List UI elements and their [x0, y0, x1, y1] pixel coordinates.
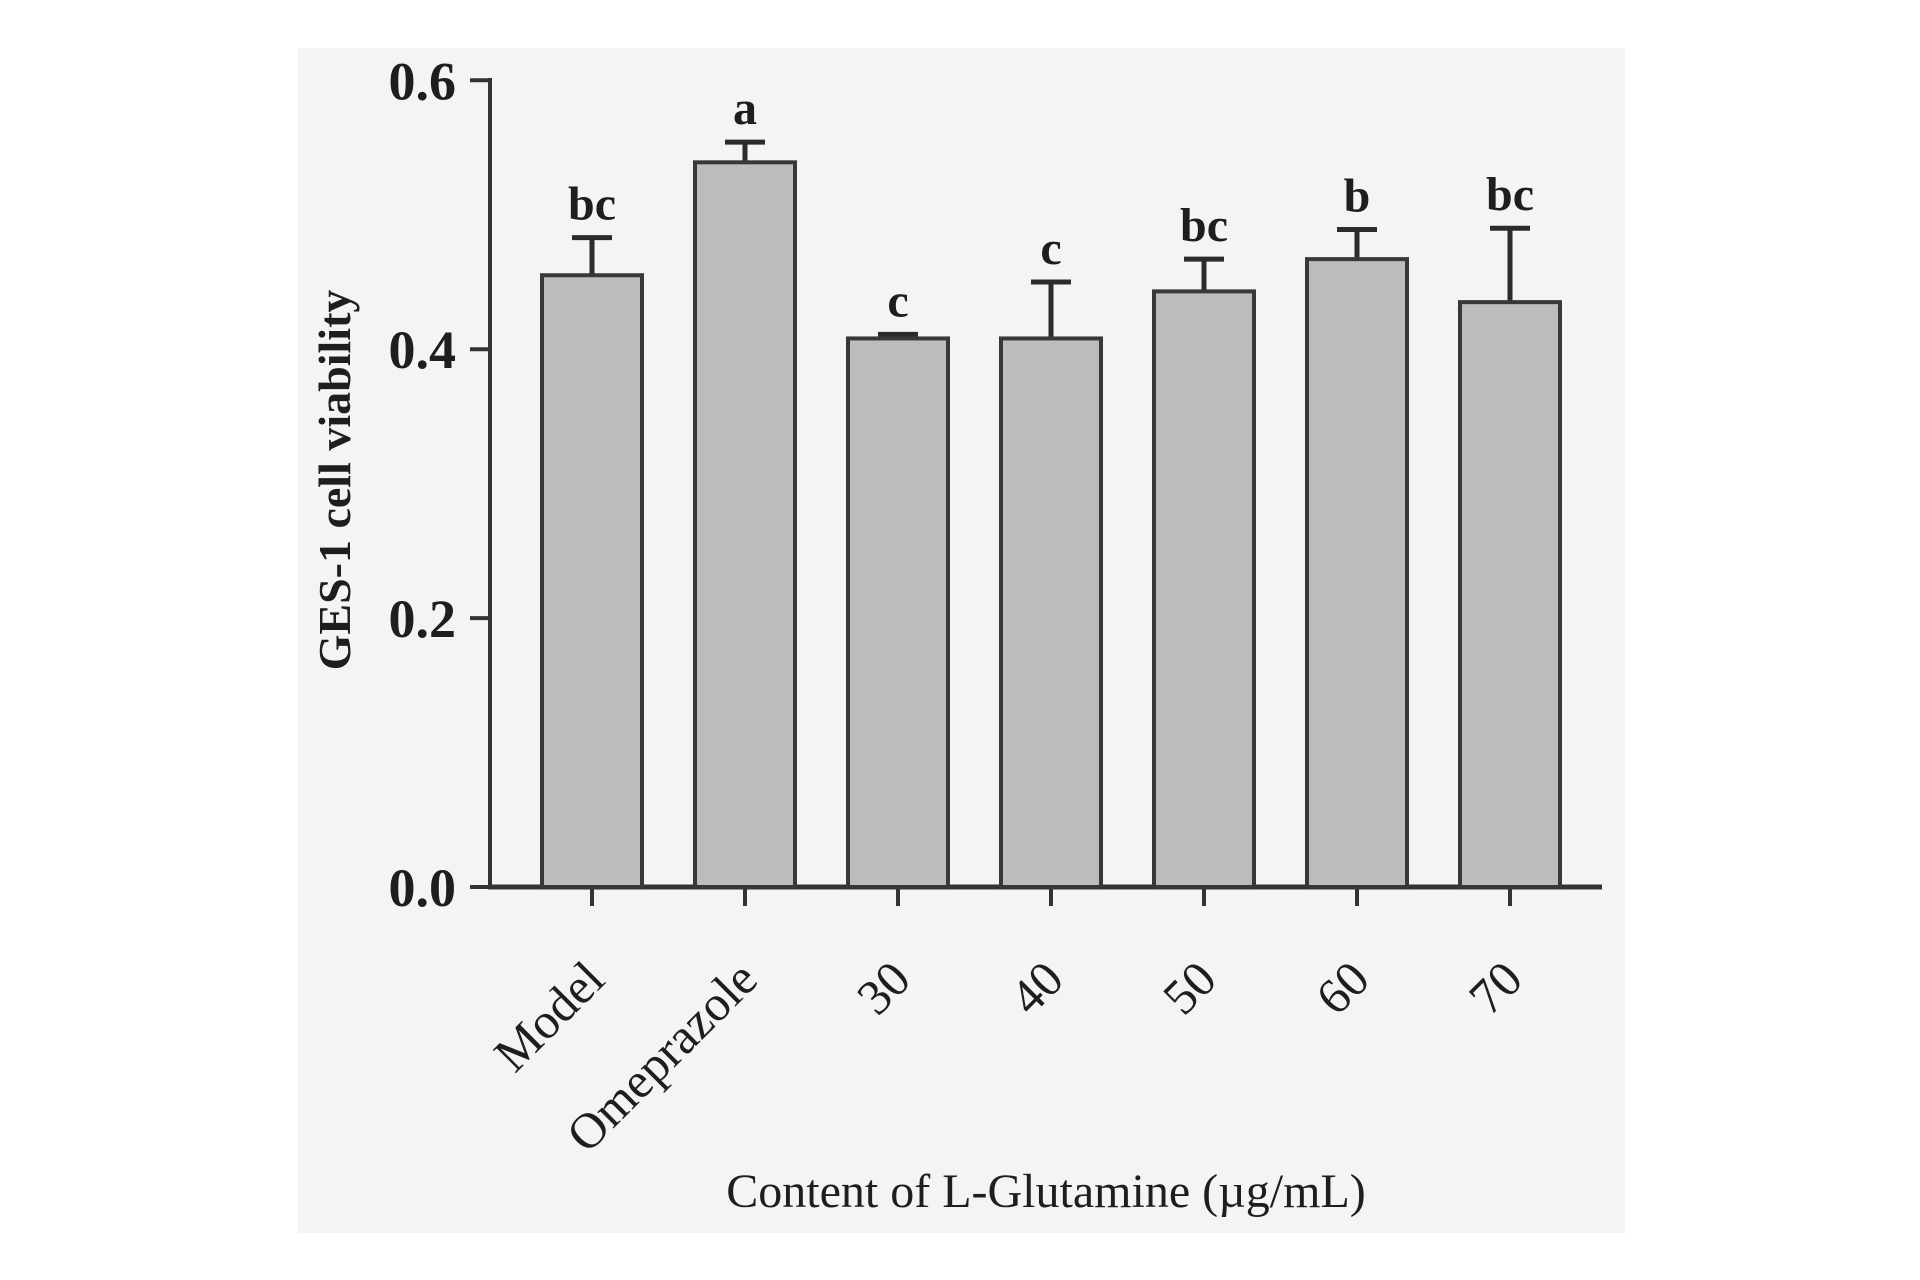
- sig-letter: c: [887, 274, 908, 327]
- bar-model: [540, 273, 644, 889]
- sig-letter: bc: [1486, 168, 1534, 221]
- bar-omeprazole: [693, 160, 797, 889]
- sig-letter: bc: [1180, 199, 1228, 252]
- y-tick-label: 0.0: [389, 858, 457, 918]
- sig-letter: c: [1040, 222, 1061, 275]
- x-axis-title: Content of L-Glutamine (µg/mL): [726, 1165, 1366, 1218]
- bar-70: [1458, 300, 1562, 889]
- sig-letter: bc: [568, 178, 616, 231]
- bar-40: [999, 336, 1103, 890]
- bar-30: [846, 336, 950, 890]
- sig-letter: b: [1344, 170, 1371, 223]
- y-tick-label: 0.2: [389, 589, 457, 649]
- y-axis-title: GES-1 cell viability: [309, 290, 360, 671]
- chart-panel: 0.0 0.2 0.4 0.6 bc Model a Omeprazole c 30 c 40 bc 50…: [298, 48, 1625, 1233]
- bar-50: [1152, 289, 1256, 890]
- bar-60: [1305, 257, 1409, 889]
- bar-chart: 0.00.20.40.6bcModelaOmeprazolec30c40bc50…: [298, 48, 1625, 1233]
- y-tick-label: 0.6: [389, 51, 457, 111]
- y-tick-label: 0.4: [389, 320, 457, 380]
- sig-letter: a: [733, 82, 757, 135]
